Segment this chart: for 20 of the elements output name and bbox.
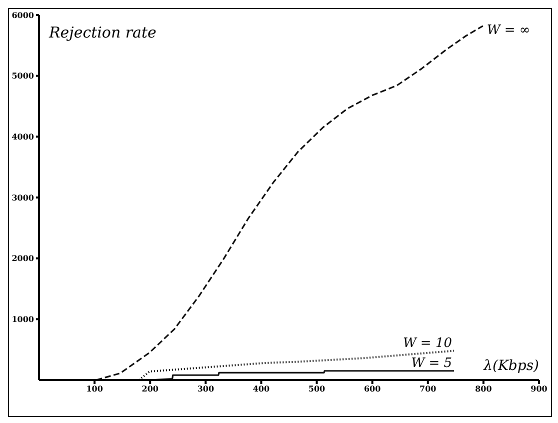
x-axis-title: λ(Kbps) [482,358,539,374]
x-tick-label: 200 [142,384,159,394]
x-tick-label: 300 [197,384,214,394]
x-tick-label: 700 [420,384,437,394]
y-tick-label: 1000 [12,314,34,324]
series-label: W = 10 [402,336,452,351]
y-tick-label: 5000 [12,70,34,81]
y-tick-label: 2000 [12,253,34,264]
y-axis-title: Rejection rate [48,24,157,42]
x-tick-label: 400 [252,384,270,394]
series-label: W = ∞ [486,22,530,38]
x-tick-label: 500 [308,384,326,394]
series-label: W = 5 [411,356,452,371]
x-tick-label: 600 [364,384,382,394]
y-tick-label: 3000 [12,192,34,202]
x-tick-label: 800 [475,384,492,394]
y-tick-label: 6000 [12,10,34,20]
x-tick-label: 900 [530,384,548,394]
y-tick-label: 4000 [12,132,34,142]
x-tick-label: 100 [86,384,104,394]
